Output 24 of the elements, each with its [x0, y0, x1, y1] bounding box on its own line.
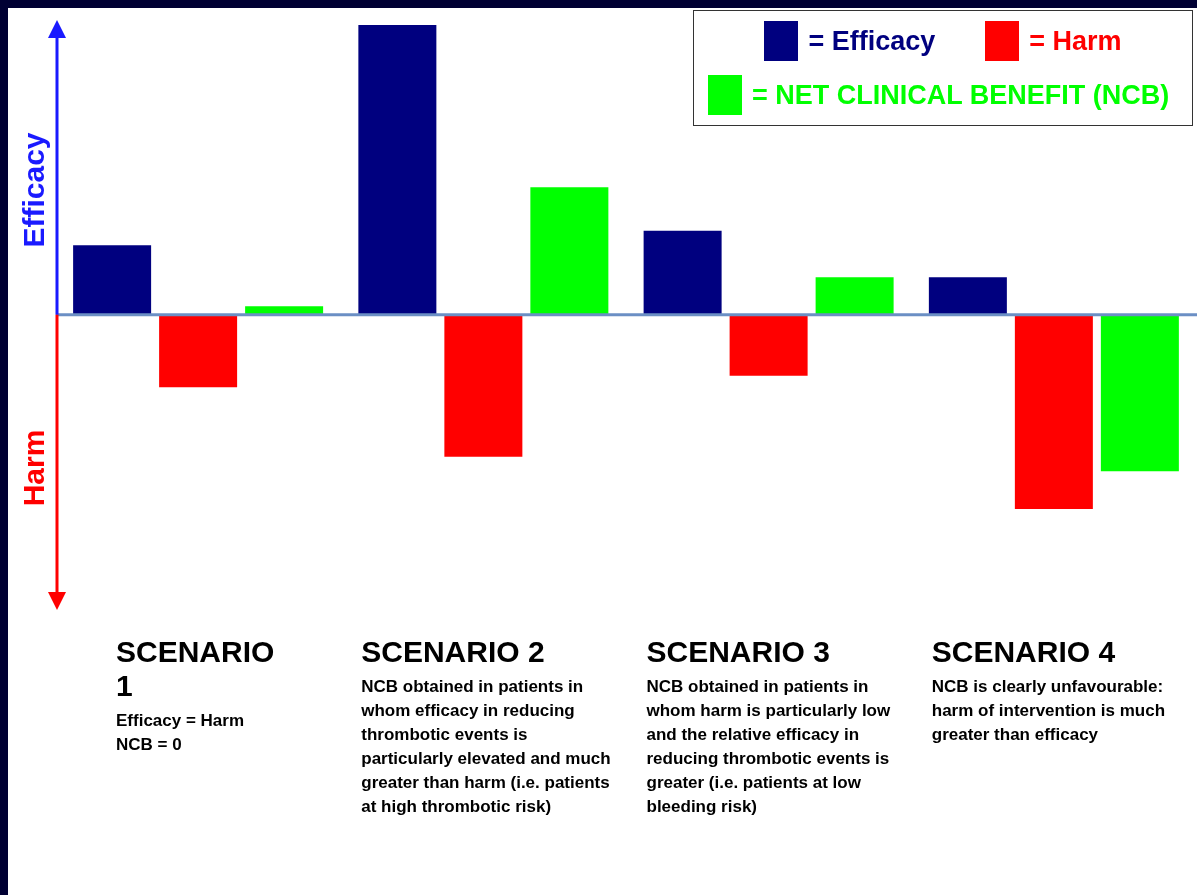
bar [159, 314, 238, 388]
x-tick-label: SCENARIO 1 [116, 635, 276, 703]
legend-label: = NET CLINICAL BENEFIT (NCB) [752, 79, 1170, 111]
bar [73, 245, 152, 315]
bar [1100, 314, 1179, 472]
text: Efficacy [17, 132, 50, 248]
bar [815, 277, 894, 315]
x-tick-label: SCENARIO 2 [361, 635, 546, 669]
bar [643, 230, 722, 315]
text: Harm [17, 429, 50, 507]
text: Efficacy = Harm NCB = 0 [116, 710, 246, 756]
x-tick-label: SCENARIO 3 [646, 635, 831, 669]
x-tick-label: SCENARIO 4 [931, 635, 1117, 669]
bar [1014, 314, 1093, 509]
legend-label: = Harm [1029, 25, 1122, 57]
bar [928, 277, 1007, 315]
bar [444, 314, 523, 457]
text: NCB obtained in patients in whom harm is particularly low and the relative efficacy in reducing thrombotic events is greater (i.e. patients at low bleeding risk) [646, 676, 892, 818]
text: NCB obtained in patients in whom efficacy in reducing thrombotic events is particularly elevated and much greater than harm (i.e. patients at high thrombotic risk) [361, 676, 612, 818]
text: NCB is clearly unfavourable: harm of intervention is much greater than efficacy [931, 676, 1167, 746]
bar [729, 314, 808, 376]
bar [358, 25, 437, 315]
legend-label: = Efficacy [808, 25, 936, 57]
bar [530, 187, 609, 315]
